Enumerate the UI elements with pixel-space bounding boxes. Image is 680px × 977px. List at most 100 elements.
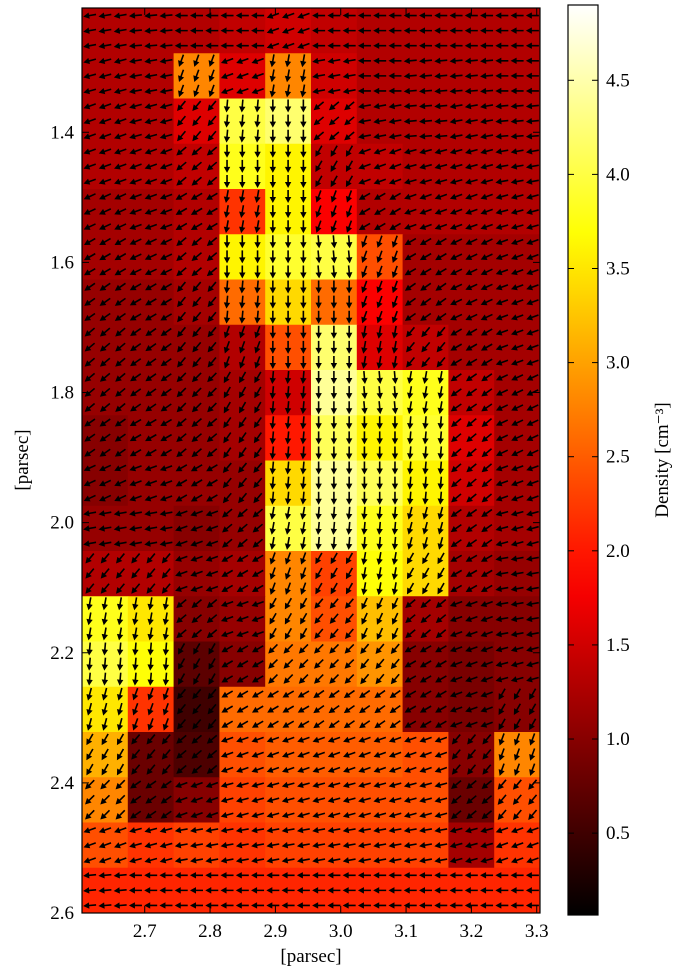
velocity-arrow [220,826,234,834]
velocity-arrow [419,208,432,215]
velocity-arrow [269,491,276,505]
velocity-arrow [376,401,383,415]
velocity-arrow [269,190,277,204]
velocity-arrow [436,341,446,353]
velocity-arrow [85,809,95,820]
velocity-arrow [467,734,477,745]
velocity-arrow [480,646,493,653]
velocity-arrow [269,567,276,580]
velocity-arrow [176,433,187,443]
velocity-arrow [162,687,169,701]
velocity-arrow [389,207,401,215]
velocity-arrow [434,796,448,804]
velocity-arrow [480,283,493,291]
velocity-arrow [83,148,97,155]
velocity-arrow [495,857,509,864]
velocity-arrow [465,554,478,562]
velocity-arrow [480,706,493,713]
velocity-arrow [480,42,494,49]
velocity-arrow [345,446,353,460]
velocity-arrow [83,12,97,19]
velocity-arrow [284,567,292,580]
velocity-arrow [206,599,218,608]
velocity-arrow [236,87,249,95]
velocity-arrow [283,674,294,684]
velocity-arrow [223,325,231,339]
velocity-arrow [300,491,307,505]
velocity-arrow [480,27,494,34]
velocity-arrow [434,102,448,110]
plot-area [82,8,540,913]
velocity-arrow [99,327,111,337]
velocity-arrow [220,12,234,19]
velocity-arrow [239,310,246,324]
velocity-arrow [345,160,354,173]
velocity-arrow [159,57,173,65]
velocity-arrow [525,570,539,577]
velocity-arrow [464,872,478,879]
velocity-arrow [358,826,371,834]
velocity-arrow [422,582,430,595]
velocity-arrow [449,872,463,879]
velocity-arrow [526,434,539,441]
velocity-arrow [191,614,202,624]
velocity-arrow [495,299,509,306]
velocity-arrow [159,223,173,230]
velocity-arrow [406,386,414,400]
velocity-arrow [191,418,202,427]
velocity-arrow [266,27,280,34]
velocity-arrow [391,431,399,445]
velocity-arrow [145,388,157,397]
velocity-arrow [192,326,202,338]
velocity-arrow [435,312,447,321]
velocity-arrow [345,371,353,385]
velocity-arrow [223,432,232,444]
velocity-arrow [526,449,539,457]
velocity-arrow [236,751,249,758]
velocity-arrow [434,902,448,909]
velocity-arrow [177,100,187,112]
velocity-arrow [116,702,124,716]
velocity-arrow [160,780,172,789]
velocity-arrow [404,645,417,653]
velocity-arrow [159,42,173,49]
velocity-arrow [450,343,463,351]
velocity-arrow [236,584,249,592]
velocity-arrow [251,584,264,592]
velocity-arrow [176,146,187,156]
velocity-arrow [495,102,509,110]
velocity-arrow [373,902,387,909]
velocity-arrow [315,190,322,203]
velocity-arrow [465,298,478,306]
velocity-arrow [114,208,127,215]
velocity-arrow [297,690,310,698]
velocity-arrow [314,658,324,669]
velocity-arrow [220,766,234,773]
velocity-arrow [391,446,399,460]
velocity-arrow [510,600,524,608]
velocity-arrow [129,103,142,110]
colorbar-tick-label: 4.0 [606,164,630,185]
velocity-arrow [330,401,338,415]
velocity-arrow [437,386,444,400]
velocity-arrow [376,597,384,610]
velocity-arrow [404,208,417,215]
velocity-arrow [312,872,326,879]
velocity-arrow [495,253,509,261]
velocity-arrow [191,749,202,759]
velocity-arrow [83,87,97,95]
velocity-arrow [177,326,187,338]
velocity-arrow [391,491,399,505]
velocity-arrow [391,567,399,581]
velocity-arrow [282,705,295,713]
velocity-arrow [146,734,156,745]
velocity-arrow [344,674,355,684]
velocity-arrow [205,826,219,834]
velocity-arrow [251,751,264,758]
velocity-arrow [207,356,217,368]
velocity-arrow [403,87,417,95]
velocity-arrow [361,280,368,294]
velocity-arrow [206,146,218,156]
velocity-arrow [437,401,444,415]
velocity-arrow [269,144,277,158]
